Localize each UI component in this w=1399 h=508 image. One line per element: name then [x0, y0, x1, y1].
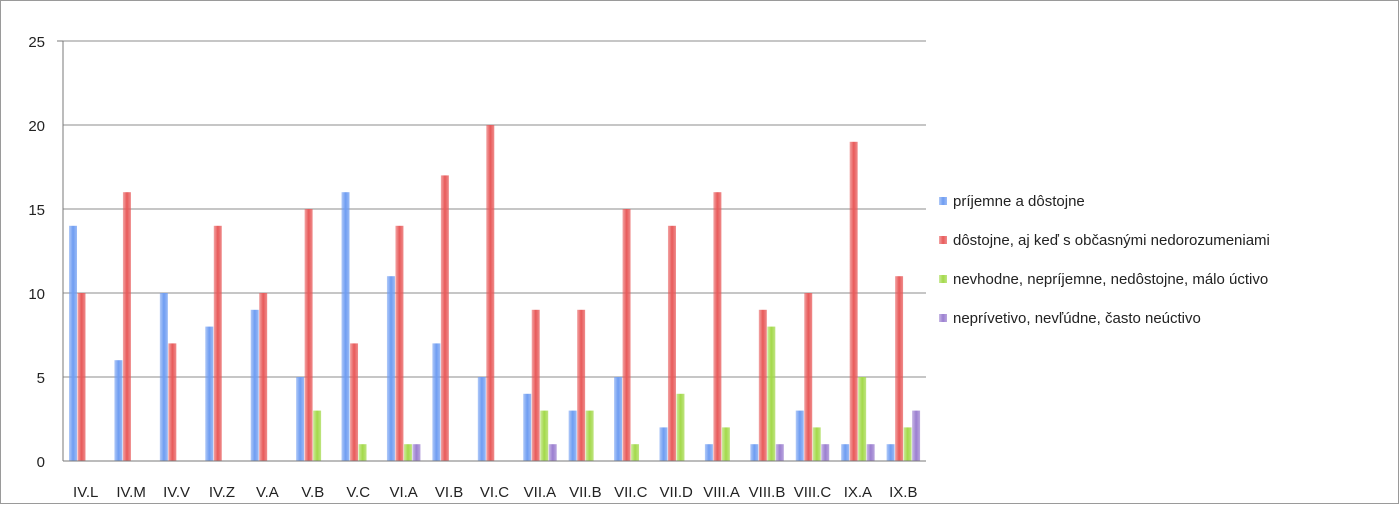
bar [296, 377, 305, 461]
legend-label: neprívetivo, nevľúdne, často neúctivo [953, 310, 1201, 327]
x-tick-label: VI.A [389, 484, 417, 501]
y-tick-label: 20 [28, 118, 45, 135]
bar [568, 410, 577, 461]
bar [250, 309, 259, 461]
x-tick-label: VIII.C [794, 484, 832, 501]
bar [667, 225, 676, 461]
x-tick-label: VII.C [614, 484, 648, 501]
y-tick-labels: 0 5 10 15 20 25 [28, 34, 45, 471]
x-tick-label: VIII.B [749, 484, 786, 501]
bar [159, 293, 168, 461]
bar [77, 293, 86, 461]
x-tick-label: IV.M [116, 484, 145, 501]
bar [841, 444, 850, 461]
bar [341, 192, 350, 461]
bar [386, 276, 395, 461]
bar [758, 309, 767, 461]
bar [395, 225, 404, 461]
axes [57, 40, 926, 462]
bar [713, 192, 722, 461]
bar [795, 410, 804, 461]
x-tick-labels: IV.L IV.M IV.V IV.Z V.A V.B V.C VI.A VI.B VI.C VII… [73, 484, 917, 501]
bar [432, 343, 441, 461]
bar [412, 444, 421, 461]
x-tick-label: VII.D [660, 484, 694, 501]
bar [540, 410, 549, 461]
legend-swatch [939, 197, 947, 205]
bar [886, 444, 895, 461]
bar [849, 141, 858, 462]
x-tick-label: VII.B [569, 484, 602, 501]
legend: príjemne a dôstojne dôstojne, aj keď s ob… [939, 193, 1270, 327]
x-tick-label: V.A [256, 484, 279, 501]
y-tick-label: 10 [28, 286, 45, 303]
x-tick-label: VII.A [524, 484, 557, 501]
x-tick-label: VI.B [435, 484, 463, 501]
bar [213, 225, 222, 461]
x-tick-label: V.B [301, 484, 324, 501]
y-tick-label: 0 [37, 454, 45, 471]
bar [775, 444, 784, 461]
bar [114, 360, 123, 461]
bar [676, 393, 685, 461]
x-tick-label: IX.A [844, 484, 872, 501]
bar [168, 343, 177, 461]
legend-label: dôstojne, aj keď s občasnými nedorozumen… [953, 232, 1270, 249]
x-tick-label: VIII.A [703, 484, 740, 501]
bars [69, 125, 921, 462]
bar [403, 444, 412, 461]
bar [69, 225, 77, 461]
bar [523, 393, 532, 461]
bar [895, 276, 904, 461]
bar [622, 209, 631, 461]
bar [804, 293, 813, 461]
bar [304, 209, 313, 461]
bar [858, 377, 867, 461]
legend-label: nevhodne, nepríjemne, nedôstojne, málo ú… [953, 271, 1268, 288]
legend-swatch [939, 236, 947, 244]
bar [585, 410, 594, 461]
bar [440, 175, 449, 461]
bar [812, 427, 821, 461]
x-tick-label: IV.Z [209, 484, 235, 501]
bar [531, 309, 540, 461]
bar [767, 326, 776, 461]
x-tick-label: V.C [346, 484, 370, 501]
bar [548, 444, 557, 461]
y-tick-label: 25 [28, 34, 45, 51]
bar [903, 427, 912, 461]
legend-swatch [939, 275, 947, 283]
bar [631, 444, 640, 461]
legend-label: príjemne a dôstojne [953, 193, 1085, 210]
bar [358, 444, 367, 461]
bar [912, 410, 921, 461]
bar [350, 343, 359, 461]
gridlines [63, 40, 926, 378]
bar [721, 427, 730, 461]
bar [486, 125, 495, 461]
x-tick-label: VI.C [480, 484, 509, 501]
x-tick-label: IV.L [73, 484, 98, 501]
bar [477, 377, 486, 461]
bar [259, 293, 268, 461]
legend-swatch [939, 314, 947, 322]
y-tick-label: 15 [28, 202, 45, 219]
bar [750, 444, 759, 461]
bar [205, 326, 214, 461]
bar [313, 410, 322, 461]
bar [122, 192, 131, 461]
x-tick-label: IV.V [163, 484, 190, 501]
bar [577, 309, 586, 461]
bar [659, 427, 668, 461]
bar [704, 444, 713, 461]
x-tick-label: IX.B [889, 484, 917, 501]
bar [866, 444, 875, 461]
bar [821, 444, 830, 461]
bar [614, 377, 623, 461]
y-tick-label: 5 [37, 370, 45, 387]
